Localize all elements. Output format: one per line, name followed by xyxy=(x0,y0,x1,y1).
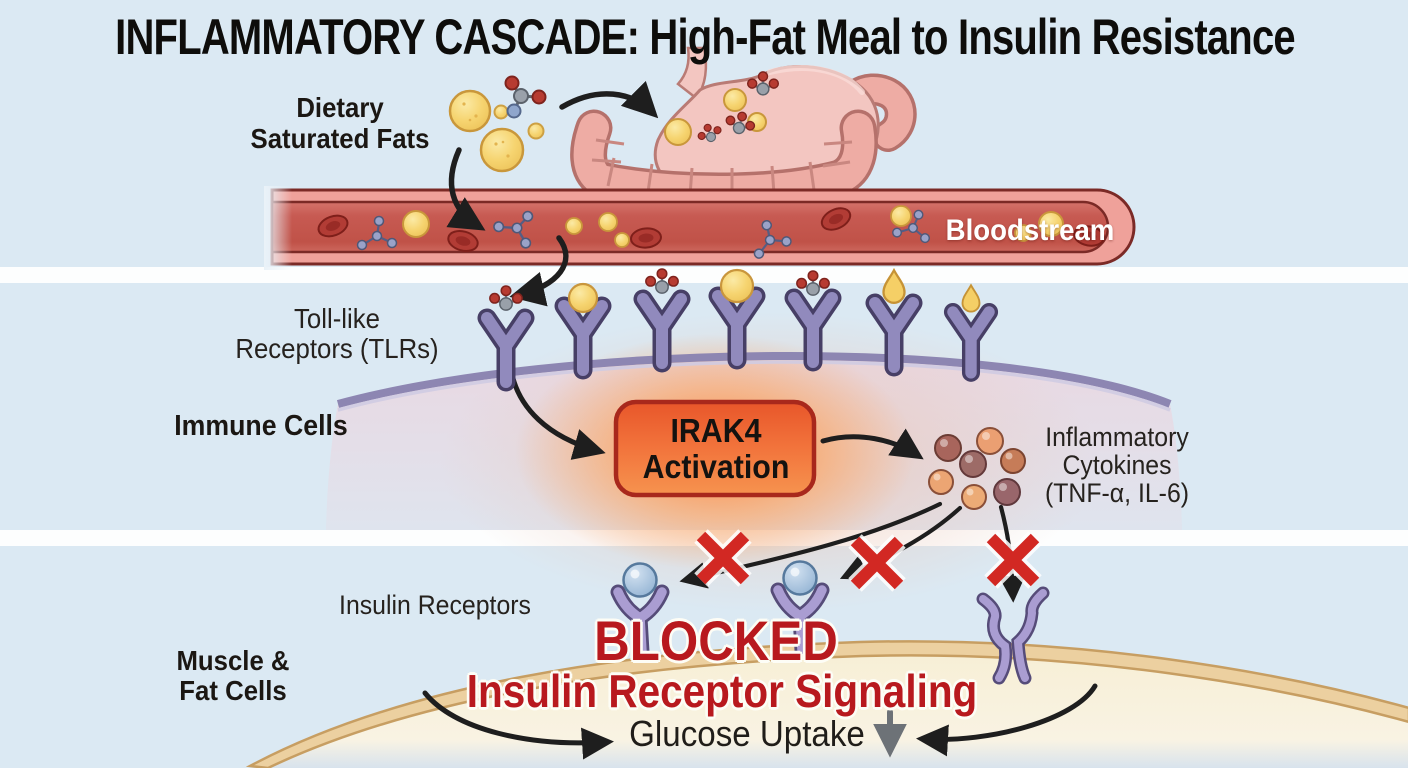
blocked-label: BLOCKED xyxy=(594,609,838,672)
blocked-insulin-receptor-icon xyxy=(976,586,1050,685)
tlr-label: Toll-like Receptors (TLRs) xyxy=(235,303,439,364)
cell-membrane-muscle xyxy=(245,640,1408,768)
arrow-glucose-right xyxy=(916,683,1098,757)
muscle-fat-cells-label: Muscle & Fat Cells xyxy=(176,645,290,706)
arrow-fats-to-stomach xyxy=(559,80,659,119)
fat-droplet-icon xyxy=(402,205,1064,248)
irak4-box xyxy=(613,399,817,498)
glucose-uptake-label: Glucose Uptake xyxy=(629,713,865,754)
cytokine-cluster-icon xyxy=(928,427,1026,510)
dietary-fats-label: Dietary Saturated Fats xyxy=(250,92,430,154)
arrow-fats-to-bloodstream xyxy=(446,147,486,231)
bloodstream-label: Bloodstream xyxy=(945,214,1115,247)
arrow-irak4-to-cytokines xyxy=(820,428,924,460)
cell-membrane-immune xyxy=(336,352,1172,408)
tlr-ligands xyxy=(488,267,981,314)
immune-cells-label: Immune Cells xyxy=(174,410,348,442)
irak4-label: IRAK4 Activation xyxy=(642,412,790,485)
insulin-molecule-icon xyxy=(782,560,818,596)
arrow-bloodstream-to-tlr xyxy=(509,235,569,307)
fat-globules-icon xyxy=(448,89,545,173)
insulin-molecule-icon xyxy=(622,562,658,598)
page-title: INFLAMMATORY CASCADE: High-Fat Meal to I… xyxy=(115,9,1295,65)
fatty-acid-molecule-icon xyxy=(504,75,547,119)
cytokines-label: Inflammatory Cytokines (TNF-α, IL-6) xyxy=(1044,422,1190,508)
insulin-receptors-label: Insulin Receptors xyxy=(339,590,531,620)
vessel-left-fade xyxy=(264,186,292,270)
insulin-receptor-icon xyxy=(618,560,822,653)
blocked-signaling-label: Insulin Receptor Signaling xyxy=(466,665,978,717)
arrow-glucose-left xyxy=(422,690,614,760)
